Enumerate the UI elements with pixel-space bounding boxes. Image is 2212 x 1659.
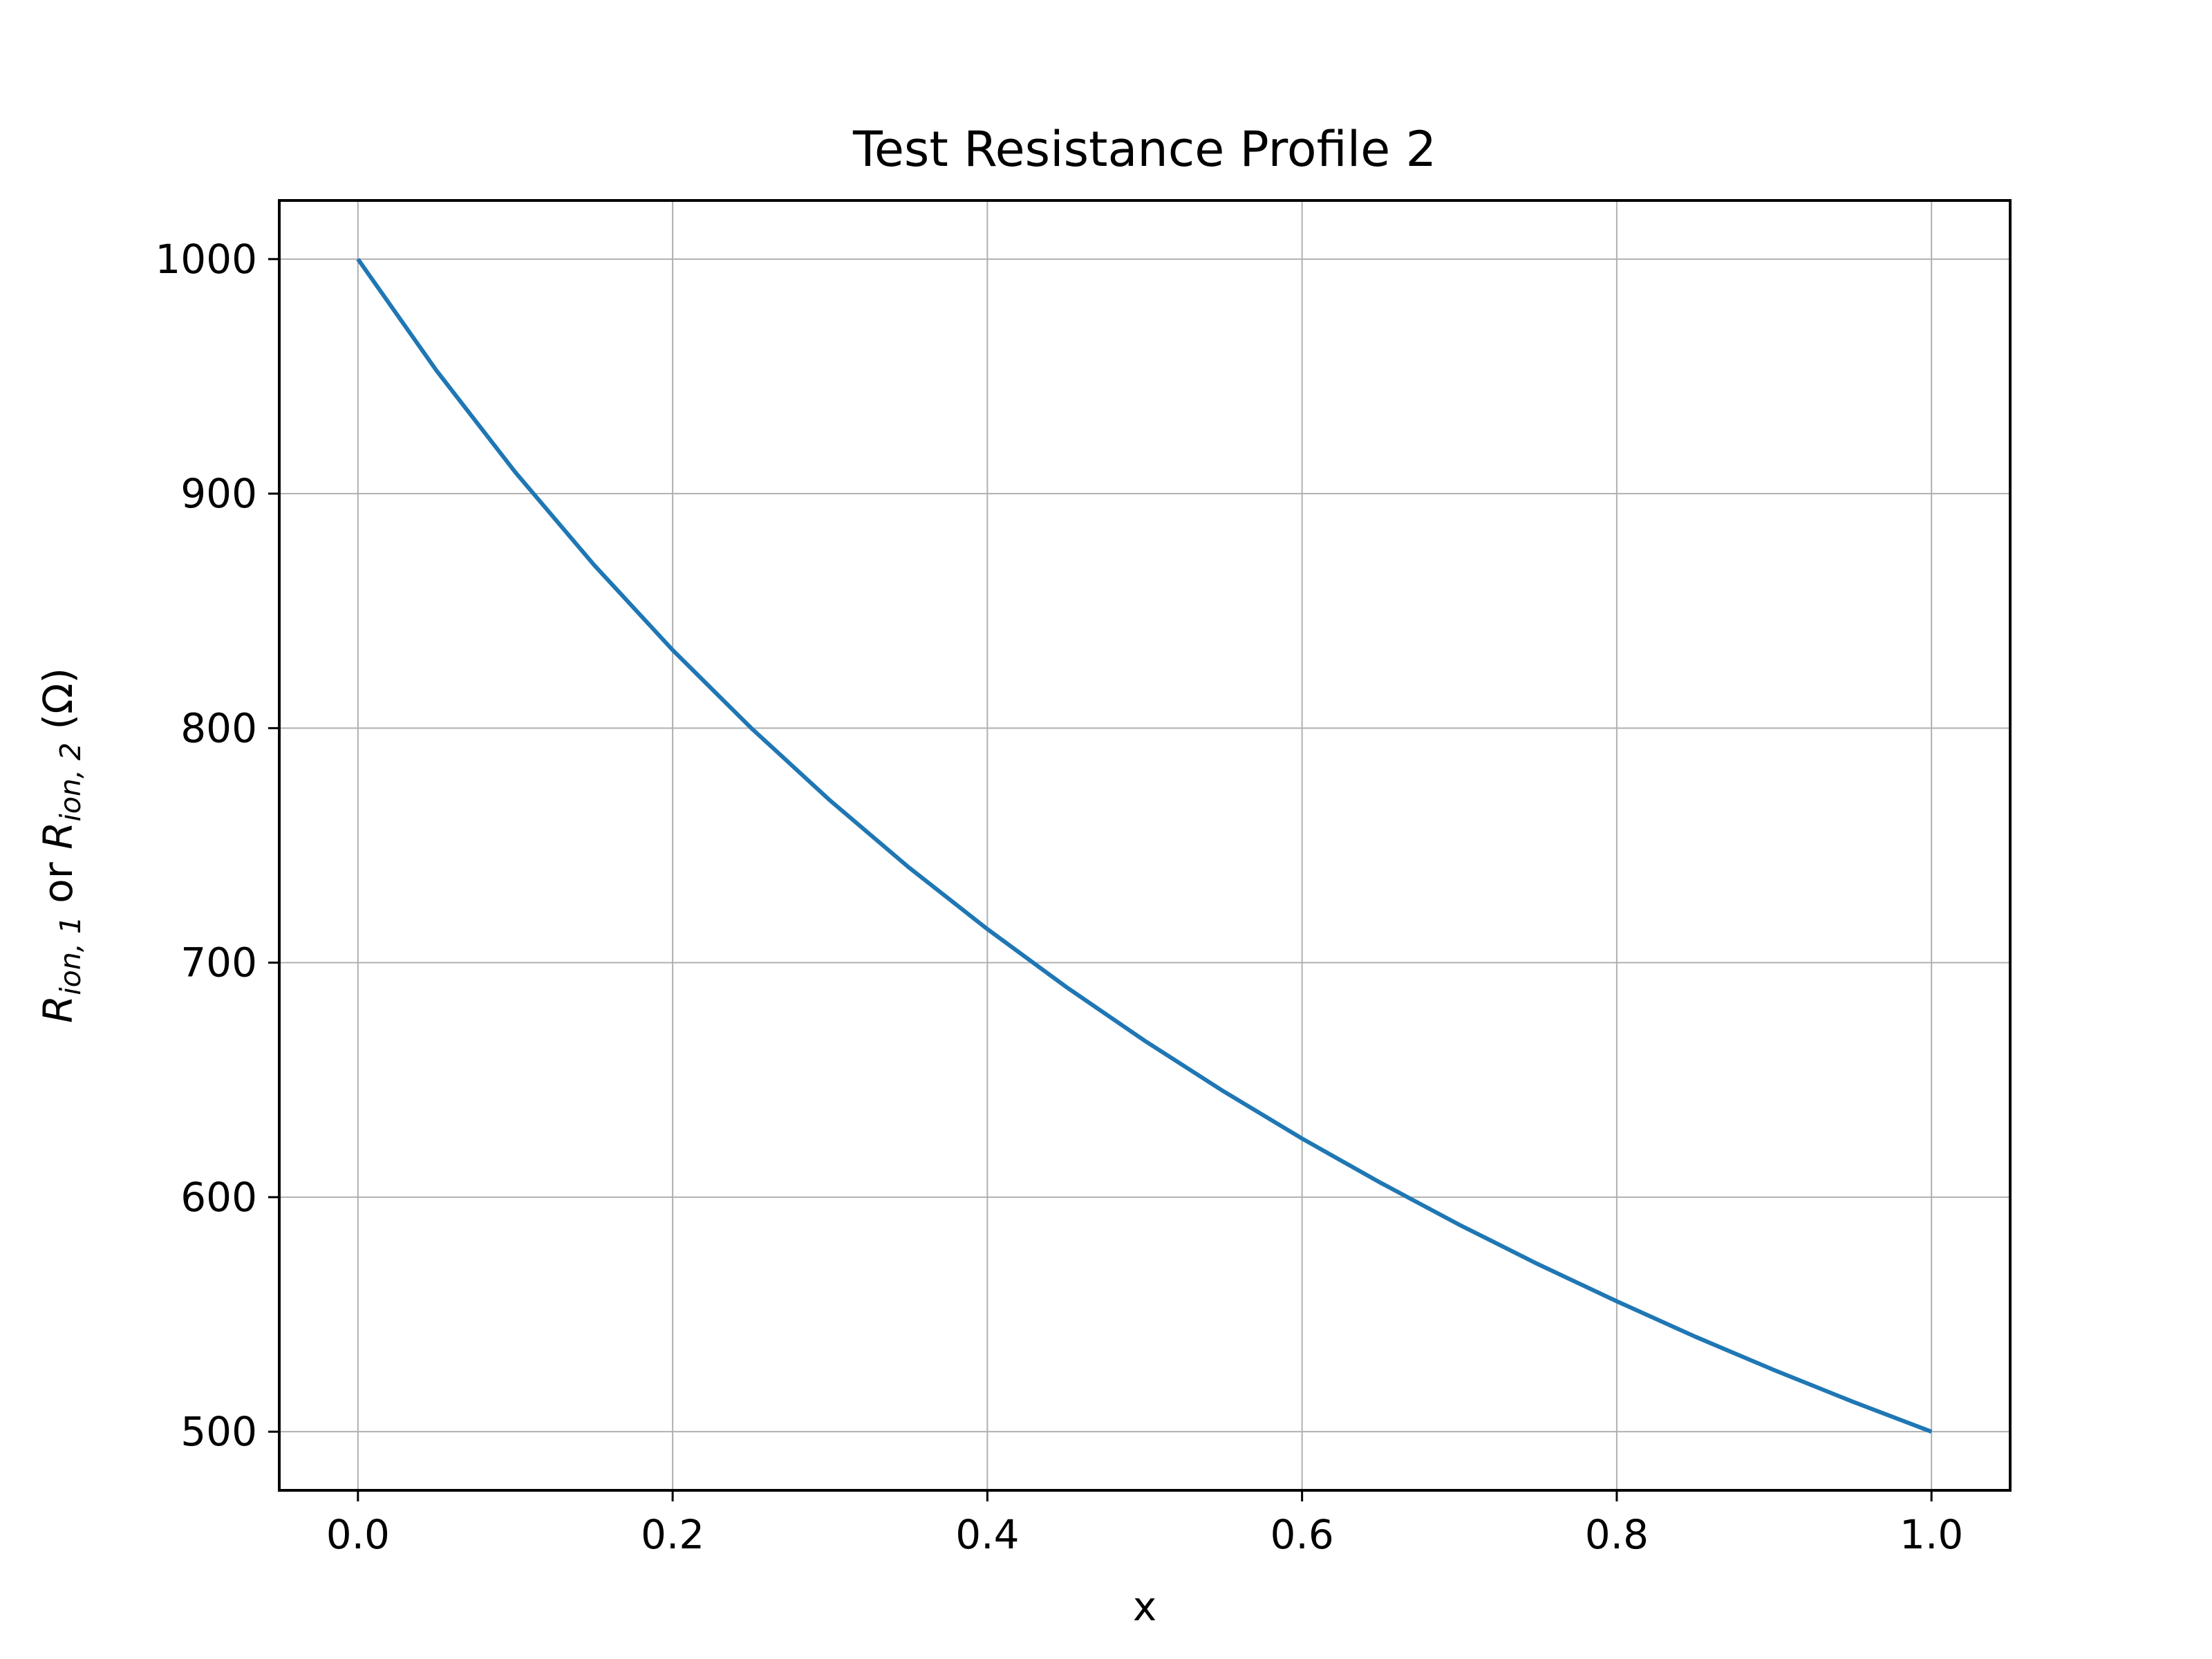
grid <box>279 200 2010 1490</box>
y-tick-label-2: 700 <box>180 939 257 986</box>
x-tick-label-4: 0.8 <box>1585 1511 1649 1558</box>
x-axis-ticks: 0.0 0.2 0.4 0.6 0.8 1.0 <box>326 1490 1963 1558</box>
series-line-0 <box>356 258 1933 1434</box>
y-axis-label-part-2: or <box>35 850 82 916</box>
y-axis-ticks: 500 600 700 800 900 1000 <box>155 236 279 1455</box>
y-axis-label-part-1: ion, 1 <box>54 916 87 995</box>
chart-title: Test Resistance Profile 2 <box>852 121 1436 178</box>
y-tick-label-5: 1000 <box>155 236 257 283</box>
x-axis-label: x <box>1133 1583 1156 1630</box>
series-layer <box>356 258 1933 1434</box>
y-tick-label-3: 800 <box>180 704 257 751</box>
y-tick-label-4: 900 <box>180 470 257 517</box>
x-tick-label-0: 0.0 <box>326 1511 390 1558</box>
x-tick-label-1: 0.2 <box>641 1511 704 1558</box>
x-tick-label-2: 0.4 <box>955 1511 1019 1558</box>
y-tick-label-1: 600 <box>180 1174 257 1221</box>
y-axis-label-part-3: R <box>35 822 82 850</box>
plot-frame <box>278 199 2012 1492</box>
x-tick-label-5: 1.0 <box>1900 1511 1963 1558</box>
y-tick-label-0: 500 <box>180 1408 257 1455</box>
y-axis-label-part-5: (Ω) <box>35 668 82 742</box>
y-axis-label: Rion, 1 or Rion, 2 (Ω) <box>35 668 87 1023</box>
x-tick-label-3: 0.6 <box>1271 1511 1334 1558</box>
y-axis-label-part-4: ion, 2 <box>54 742 87 822</box>
y-axis-label-part-0: R <box>35 995 82 1023</box>
